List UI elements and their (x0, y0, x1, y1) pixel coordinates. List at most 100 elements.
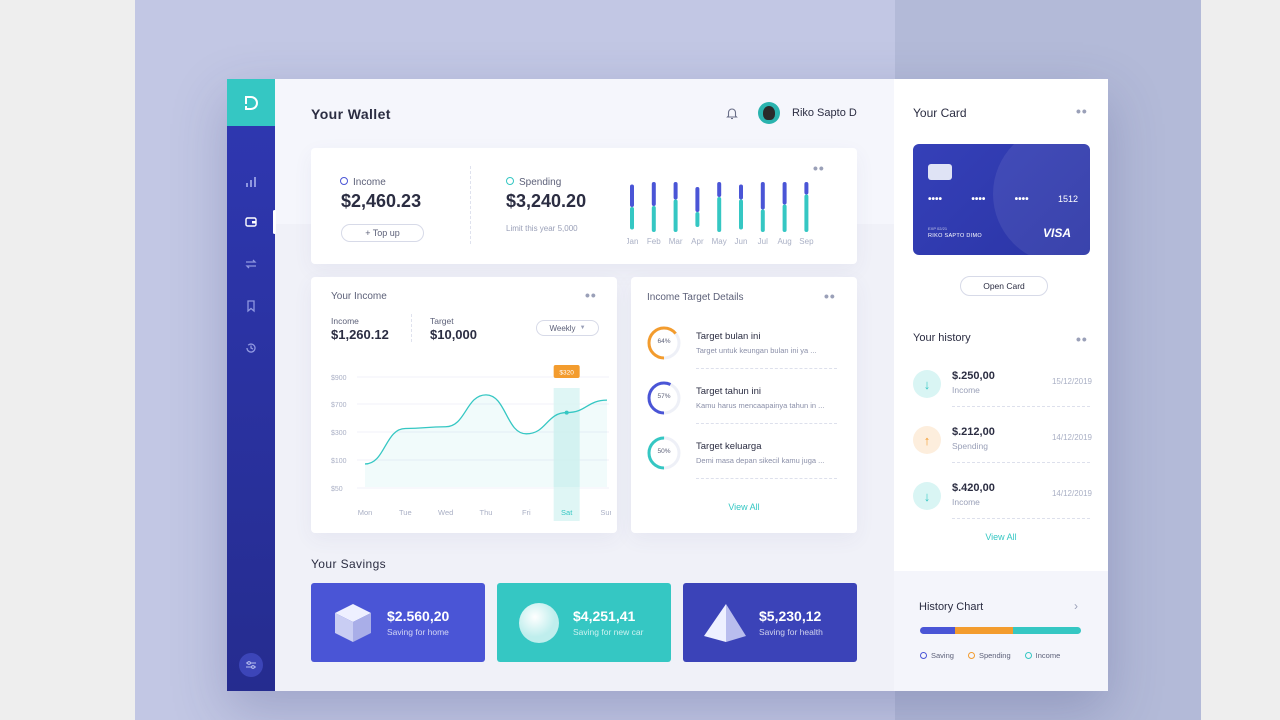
bar-segment-secondary (760, 209, 765, 232)
x-tick-label: Sat (561, 508, 573, 517)
savings-card[interactable]: $5,230,12 Saving for health (683, 583, 857, 662)
history-chart-bar (920, 627, 1081, 634)
arrow-up-icon: ↑ (913, 426, 941, 454)
legend-dot-icon (920, 652, 927, 659)
sidebar-item-transfer[interactable] (227, 252, 275, 276)
history-type: Income (952, 385, 980, 395)
bookmark-icon (247, 300, 255, 313)
wallet-icon (245, 217, 257, 227)
history-amount: $.420,00 (952, 482, 995, 494)
bar-month-label: May (712, 237, 727, 246)
progress-ring (647, 436, 681, 470)
savings-value: $2.560,20 (387, 608, 450, 624)
history-chart-segment (920, 627, 956, 634)
user-area: Riko Sapto D (725, 102, 857, 124)
bar-segment-secondary (782, 204, 787, 232)
avatar[interactable] (758, 102, 780, 124)
bar-segment-secondary (651, 206, 656, 232)
income-card-income-value: $1,260.12 (331, 327, 389, 342)
progress-ring (647, 326, 681, 360)
x-tick-label: Sun (600, 508, 611, 517)
target-value: $10,000 (430, 327, 477, 342)
period-value: Weekly (549, 323, 576, 333)
target-percent: 57% (657, 393, 671, 400)
bar-month-label: Sep (799, 237, 814, 246)
sphere-icon (509, 583, 569, 662)
target-item[interactable]: 50% Target keluarga Demi masa depan sikeci… (647, 436, 837, 481)
target-item[interactable]: 64% Target bulan ini Target untuk keungan … (647, 326, 837, 371)
x-tick-label: Mon (358, 508, 373, 517)
income-card-title: Your Income (331, 291, 387, 302)
legend-label: Saving (931, 651, 954, 660)
savings-title: Your Savings (311, 557, 387, 571)
your-card-title: Your Card (913, 106, 967, 120)
open-card-button[interactable]: Open Card (960, 276, 1048, 296)
bar-segment-primary (673, 182, 678, 200)
history-item[interactable]: ↓ $.250,00 Income 15/12/2019 (913, 367, 1092, 412)
history-item[interactable]: ↓ $.420,00 Income 14/12/2019 (913, 479, 1092, 524)
sidebar-item-wallet[interactable] (227, 210, 276, 234)
history-date: 14/12/2019 (1051, 433, 1092, 442)
visa-logo: VISA (1043, 226, 1072, 240)
savings-label: Saving for home (387, 627, 449, 637)
summary-more-button[interactable]: •• (813, 160, 825, 176)
bar-segment-primary (717, 182, 722, 197)
sidebar-item-stats[interactable] (227, 170, 275, 194)
sidebar-item-bookmark[interactable] (227, 294, 275, 318)
savings-card[interactable]: $2.560,20 Saving for home (311, 583, 485, 662)
bar-month-label: Jun (735, 237, 748, 246)
chevron-right-icon[interactable]: › (1074, 599, 1078, 613)
bar-segment-primary (804, 182, 809, 195)
highlight-column (553, 388, 580, 521)
bar-segment-secondary (673, 199, 678, 232)
savings-label: Saving for health (759, 627, 823, 637)
bar-segment-secondary (717, 197, 722, 232)
savings-text: $5,230,12 Saving for health (759, 608, 823, 637)
divider (952, 462, 1090, 463)
period-select[interactable]: Weekly ▼ (536, 320, 599, 336)
income-card: Your Income •• Income $1,260.12 Target $… (311, 277, 617, 533)
top-up-button[interactable]: + Top up (341, 224, 424, 242)
credit-card[interactable]: •••• •••• •••• 1512 EXP 02/21 RIKO SAPTO… (913, 144, 1090, 255)
spending-value: $3,240.20 (506, 191, 587, 211)
history-more-button[interactable]: •• (1076, 331, 1088, 347)
highlight-tooltip-label: $320 (559, 370, 574, 377)
target-percent: 64% (657, 338, 671, 345)
y-tick-label: $300 (331, 430, 347, 437)
bell-icon[interactable] (725, 106, 739, 120)
legend-item: Saving (920, 651, 954, 660)
cube-icon (323, 583, 383, 662)
income-more-button[interactable]: •• (585, 287, 597, 303)
history-chart-segment (1013, 627, 1081, 634)
savings-card[interactable]: $4,251,41 Saving for new car (497, 583, 671, 662)
target-more-button[interactable]: •• (824, 288, 836, 304)
highlight-tooltip (553, 365, 580, 378)
target-item[interactable]: 57% Target tahun ini Kamu harus mencaapain… (647, 381, 837, 426)
x-tick-label: Wed (438, 508, 453, 517)
settings-button[interactable] (239, 653, 263, 677)
target-view-all-link[interactable]: View All (728, 502, 760, 512)
sidebar-item-history[interactable] (227, 336, 275, 360)
bar-segment-primary (695, 187, 700, 212)
bar-segment-primary (739, 184, 743, 200)
income-label: Income (353, 177, 386, 188)
sidebar (227, 79, 276, 691)
history-item[interactable]: ↑ $.212,00 Spending 14/12/2019 (913, 423, 1092, 468)
bar-chart-icon (246, 177, 256, 187)
username[interactable]: Riko Sapto D (792, 107, 857, 119)
history-view-all-link[interactable]: View All (985, 532, 1017, 542)
bar-segment-primary (630, 184, 634, 207)
income-value: $2,460.23 (341, 191, 422, 211)
savings-text: $4,251,41 Saving for new car (573, 608, 643, 637)
card-expiry: EXP 02/21 (928, 226, 948, 231)
y-tick-label: $50 (331, 486, 343, 493)
spending-dot-icon (506, 176, 514, 185)
history-chart-title: History Chart (919, 601, 984, 613)
x-tick-label: Thu (480, 508, 493, 517)
card-more-button[interactable]: •• (1076, 103, 1088, 119)
sliders-icon (246, 661, 256, 669)
bar-segment-secondary (630, 207, 634, 230)
card-decoration (993, 144, 1090, 255)
divider (952, 406, 1090, 407)
app-logo[interactable] (227, 79, 275, 126)
